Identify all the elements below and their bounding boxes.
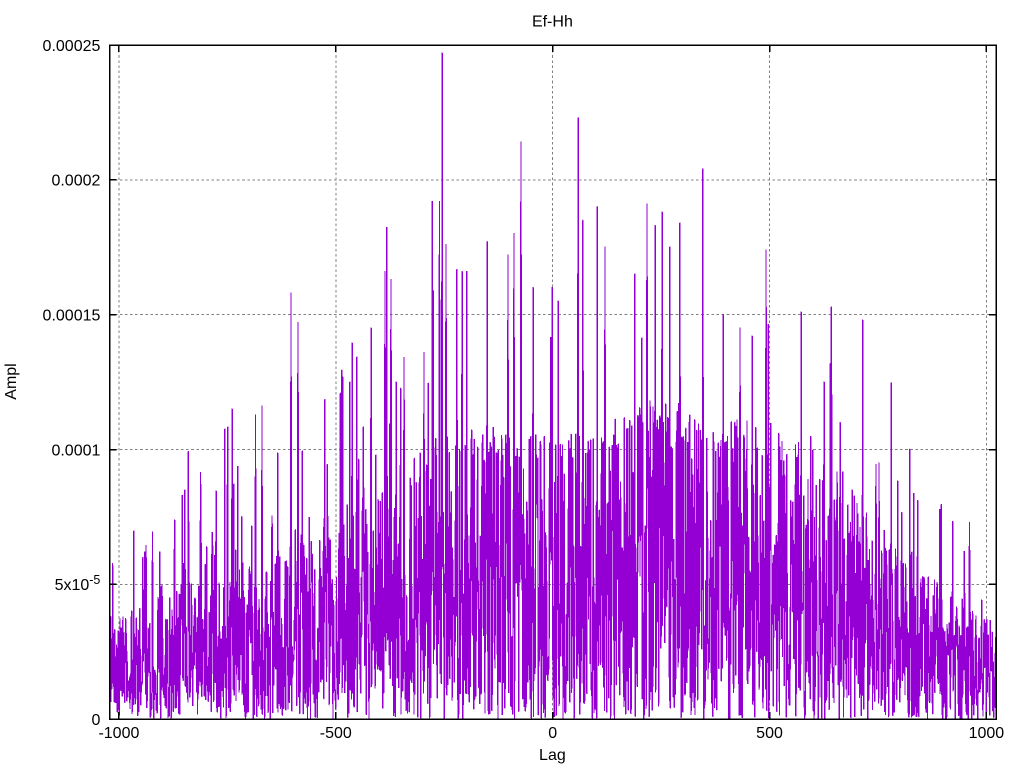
svg-text:Ef-Hh: Ef-Hh [532, 14, 573, 31]
svg-text:0.0002: 0.0002 [51, 173, 100, 190]
svg-text:0: 0 [548, 725, 557, 742]
svg-text:500: 500 [756, 725, 783, 742]
svg-text:Ampl: Ampl [3, 363, 20, 399]
svg-text:Lag: Lag [539, 747, 566, 764]
svg-text:0.0001: 0.0001 [51, 442, 100, 459]
svg-text:5x10-5: 5x10-5 [55, 573, 101, 594]
svg-text:-1000: -1000 [98, 725, 139, 742]
svg-text:1000: 1000 [969, 725, 1005, 742]
svg-text:0.00025: 0.00025 [43, 38, 101, 55]
svg-text:0.00015: 0.00015 [43, 307, 101, 324]
svg-text:0: 0 [91, 712, 100, 729]
svg-text:-500: -500 [320, 725, 352, 742]
